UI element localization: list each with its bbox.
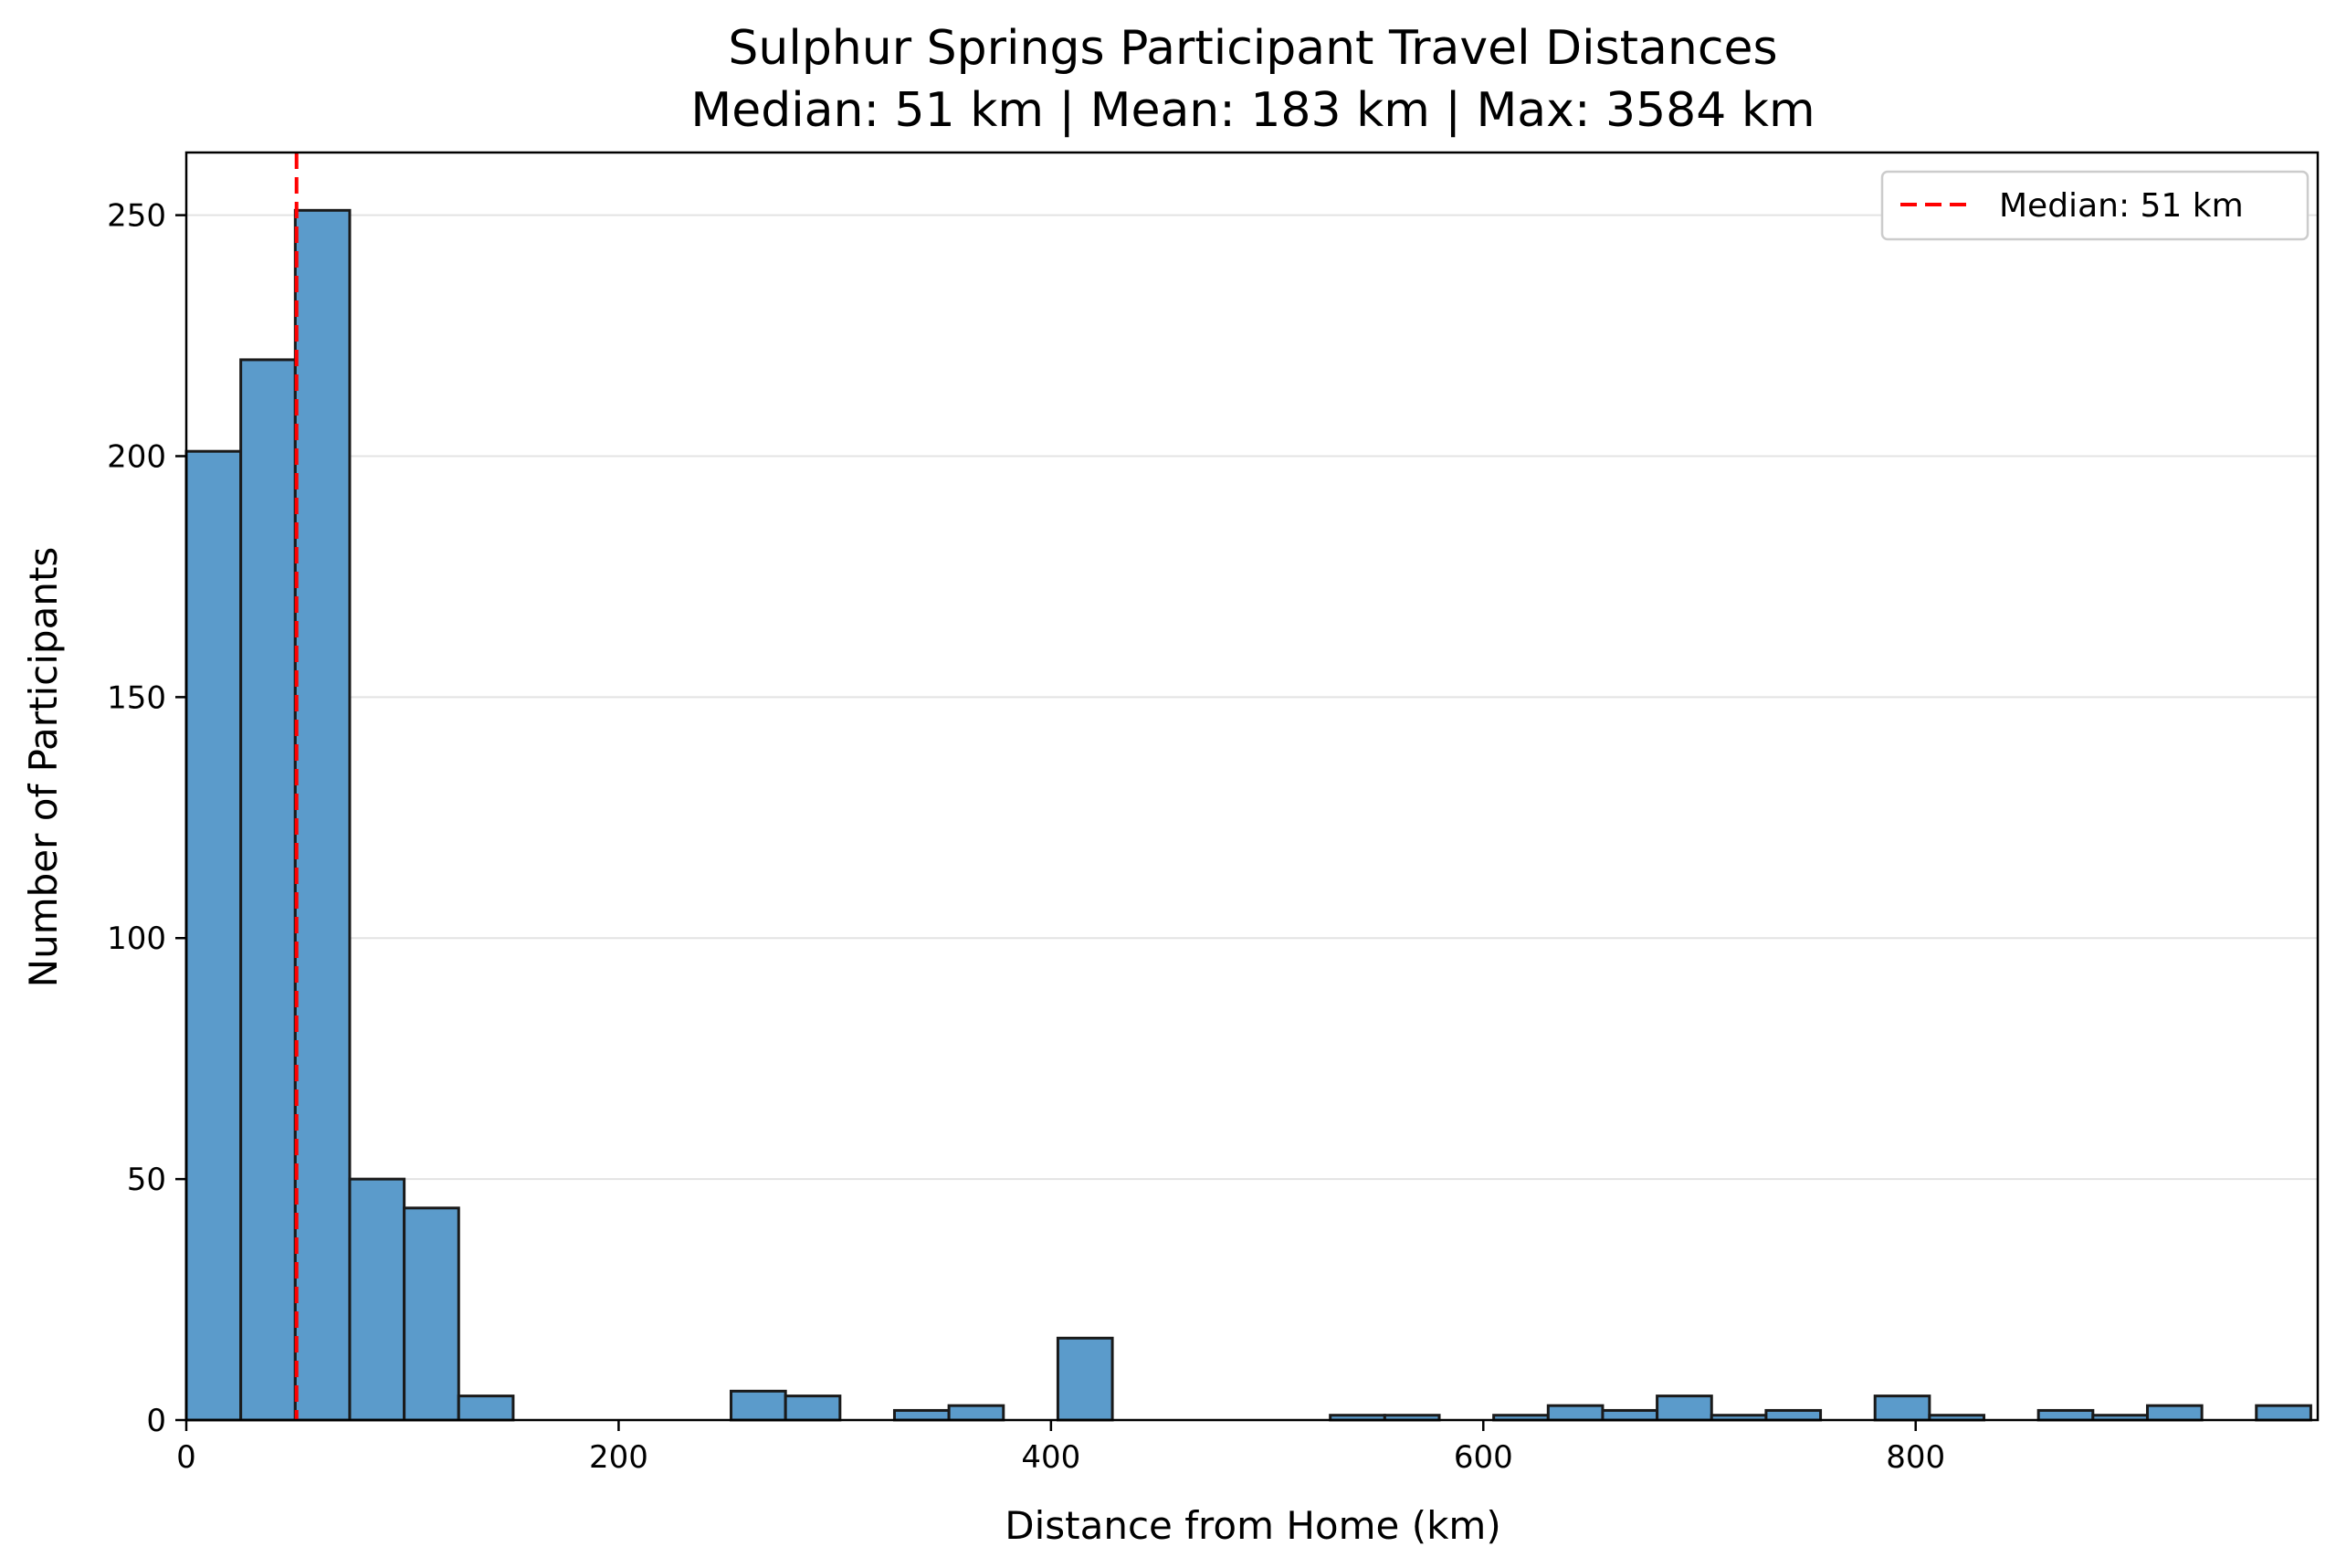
x-axis-label: Distance from Home (km) — [1005, 1503, 1500, 1548]
chart-title: Sulphur Springs Participant Travel Dista… — [728, 21, 1777, 76]
histogram-bar — [1656, 1394, 1713, 1422]
legend-median-label: Median: 51 km — [1999, 187, 2244, 225]
legend-box — [1880, 170, 2310, 241]
y-tick-label: 0 — [146, 1403, 166, 1439]
y-tick-label: 250 — [107, 198, 166, 235]
y-tick-label: 50 — [127, 1162, 166, 1198]
histogram-bar — [947, 1404, 1005, 1422]
histogram-bar — [784, 1394, 842, 1422]
x-tick-label: 0 — [176, 1439, 196, 1476]
x-tick-label: 200 — [589, 1439, 648, 1476]
histogram-bar — [730, 1389, 787, 1422]
legend: Median: 51 km — [1880, 170, 2310, 241]
histogram-bar — [1601, 1408, 1659, 1422]
x-tick-label: 600 — [1454, 1439, 1513, 1476]
histogram-bar — [348, 1177, 406, 1422]
plot-frame — [184, 151, 2320, 1422]
histogram-bar — [1764, 1408, 1823, 1422]
histogram-bars — [184, 208, 2312, 1422]
axis-ticks: 0 200 400 600 800 0 50 100 150 200 250 — [107, 198, 1945, 1476]
histogram-bar — [1546, 1404, 1605, 1422]
y-tick-label: 150 — [107, 679, 166, 716]
histogram-bar — [293, 208, 352, 1422]
histogram-bar — [457, 1394, 515, 1422]
y-tick-label: 100 — [107, 921, 166, 957]
y-axis-label: Number of Participants — [21, 547, 66, 988]
histogram-bar — [892, 1408, 951, 1422]
histogram-bar — [2145, 1404, 2204, 1422]
histogram-bar — [239, 358, 297, 1422]
histogram-bar — [184, 449, 243, 1422]
gridlines — [186, 214, 2318, 1181]
x-tick-label: 400 — [1021, 1439, 1080, 1476]
x-tick-label: 800 — [1886, 1439, 1945, 1476]
histogram-bar — [1873, 1394, 1931, 1422]
histogram-bar — [2255, 1404, 2312, 1422]
y-tick-label: 200 — [107, 438, 166, 475]
chart-subtitle: Median: 51 km | Mean: 183 km | Max: 3584… — [690, 83, 1815, 138]
histogram-bar — [2036, 1408, 2095, 1422]
histogram-bar — [1056, 1336, 1114, 1422]
histogram-bar — [403, 1206, 460, 1422]
